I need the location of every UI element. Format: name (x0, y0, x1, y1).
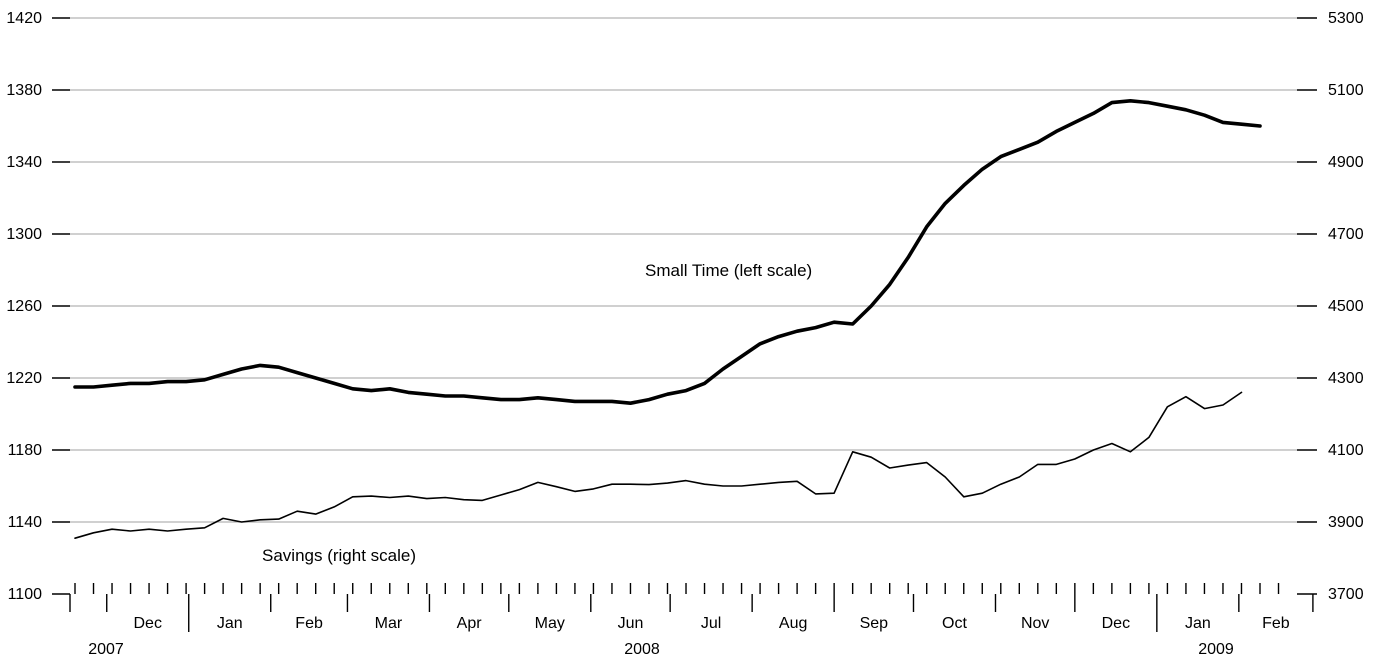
month-label: Sep (860, 615, 889, 632)
left-tick-label: 1260 (6, 298, 42, 315)
annotation-small-time: Small Time (left scale) (645, 261, 812, 280)
month-label: Dec (1102, 615, 1130, 632)
left-tick-label: 1100 (8, 586, 43, 603)
x-axis: Dec Jan Feb Mar Apr May Jun Jul Aug Sep Oct Nov Dec J… (69, 583, 1314, 658)
month-label: Mar (375, 615, 403, 632)
month-label: Jan (217, 615, 243, 632)
month-label: Dec (134, 615, 162, 632)
left-tick-label: 1340 (6, 154, 42, 171)
month-label: Aug (779, 615, 807, 632)
left-tick-label: 1420 (6, 10, 42, 27)
month-label: Jun (618, 615, 644, 632)
year-label: 2008 (624, 641, 660, 658)
right-tick-label: 4700 (1328, 226, 1364, 243)
month-label: Jul (701, 615, 721, 632)
month-label: Nov (1021, 615, 1049, 632)
right-tick-label: 5100 (1328, 82, 1364, 99)
year-label: 2007 (88, 641, 124, 658)
left-tick-label: 1140 (8, 514, 43, 531)
annotation-savings: Savings (right scale) (262, 546, 416, 565)
left-axis: 1100 1140 1180 1220 1260 1300 1340 1380 1420 (6, 10, 70, 603)
right-tick-label: 4500 (1328, 298, 1364, 315)
series-small-time-line (73, 99, 1262, 406)
right-tick-label: 3700 (1328, 586, 1364, 603)
right-tick-label: 4300 (1328, 370, 1364, 387)
month-label: Feb (295, 615, 323, 632)
left-tick-label: 1380 (6, 82, 42, 99)
series-savings-line (74, 391, 1243, 540)
month-label: Apr (457, 615, 483, 632)
month-label: May (535, 615, 565, 632)
right-tick-label: 5300 (1328, 10, 1364, 27)
gridlines (70, 17, 1297, 523)
right-tick-label: 3900 (1328, 514, 1364, 531)
series-layer (73, 99, 1262, 540)
left-tick-label: 1220 (6, 370, 42, 387)
month-label: Feb (1262, 615, 1290, 632)
year-label: 2009 (1198, 641, 1234, 658)
left-tick-label: 1300 (6, 226, 42, 243)
right-axis: 3700 3900 4100 4300 4500 4700 4900 5100 5300 (1297, 10, 1364, 603)
right-tick-label: 4900 (1328, 154, 1364, 171)
month-label: Jan (1185, 615, 1211, 632)
right-tick-label: 4100 (1328, 442, 1364, 459)
month-label: Oct (942, 615, 967, 632)
left-tick-label: 1180 (8, 442, 43, 459)
